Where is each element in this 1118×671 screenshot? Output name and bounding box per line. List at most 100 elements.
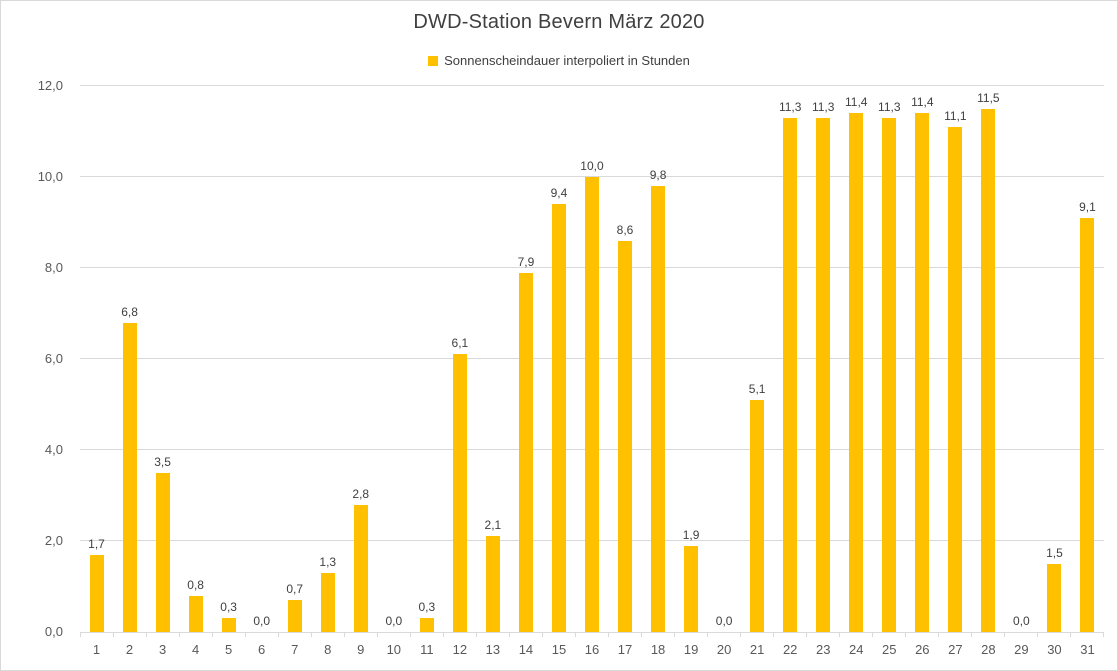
chart-title: DWD-Station Bevern März 2020 bbox=[413, 11, 705, 33]
bar-value-label: 11,4 bbox=[911, 95, 934, 110]
bar-slot: 1,9 bbox=[675, 86, 708, 632]
x-tick-label: 27 bbox=[948, 642, 963, 657]
x-tick-label: 12 bbox=[452, 642, 468, 657]
bar-value-label: 6,8 bbox=[121, 304, 138, 319]
bar-value-label: 9,1 bbox=[1079, 199, 1096, 214]
x-tick-label: 23 bbox=[815, 642, 831, 657]
bar bbox=[948, 126, 963, 632]
bar-value-label: 11,4 bbox=[845, 95, 868, 110]
bar-value-label: 3,5 bbox=[154, 454, 171, 469]
bars: 1,7 6,8 3,5 0,8 0,3 0,0 0,7 1,3 2,8 0,0 0,3 6,1 2,1 7… bbox=[80, 86, 1104, 632]
axis-tick bbox=[972, 633, 1005, 637]
x-tick-label: 26 bbox=[915, 642, 930, 657]
bar-slot: 11,1 bbox=[939, 86, 972, 632]
bar-slot: 9,1 bbox=[1071, 86, 1104, 632]
bar bbox=[849, 113, 864, 632]
legend-swatch-icon bbox=[428, 55, 439, 66]
x-tick-label: 18 bbox=[650, 642, 666, 657]
x-tick-label: 5 bbox=[225, 642, 233, 657]
bar-slot: 1,5 bbox=[1038, 86, 1071, 632]
x-tick-label: 21 bbox=[749, 642, 765, 657]
bar bbox=[783, 117, 798, 632]
bar-value-label: 9,8 bbox=[649, 168, 667, 183]
axis-tick bbox=[180, 633, 213, 637]
x-tick-label: 14 bbox=[518, 642, 534, 657]
axis-tick bbox=[213, 633, 246, 637]
axis-tick bbox=[807, 633, 840, 637]
bar bbox=[518, 272, 533, 632]
x-tick-label: 8 bbox=[324, 642, 332, 657]
bar-slot: 0,3 bbox=[212, 86, 245, 632]
axis-tick bbox=[939, 633, 972, 637]
axis-tick bbox=[80, 633, 114, 637]
x-ticks bbox=[80, 633, 1104, 637]
bar-slot: 10,0 bbox=[575, 86, 608, 632]
bar-slot: 1,3 bbox=[311, 86, 344, 632]
bar-slot: 5,1 bbox=[741, 86, 774, 632]
axis-tick bbox=[774, 633, 807, 637]
bar-slot: 8,6 bbox=[609, 86, 642, 632]
bar-slot: 6,8 bbox=[113, 86, 146, 632]
bar-value-label: 7,9 bbox=[517, 254, 535, 269]
bar-value-label: 11,1 bbox=[944, 108, 967, 123]
y-axis: 0,0 2,0 4,0 6,0 8,0 10,0 12,0 bbox=[1, 78, 63, 639]
bar bbox=[122, 322, 137, 632]
x-tick-label: 19 bbox=[683, 642, 699, 657]
bar-value-label: 1,5 bbox=[1046, 545, 1063, 560]
x-tick-label: 10 bbox=[386, 642, 402, 657]
bar-slot: 11,4 bbox=[906, 86, 939, 632]
axis-tick bbox=[675, 633, 708, 637]
x-tick-label: 17 bbox=[617, 642, 633, 657]
x-tick-label: 4 bbox=[191, 642, 200, 657]
bar-slot: 11,4 bbox=[840, 86, 873, 632]
bar-slot: 0,8 bbox=[179, 86, 212, 632]
gridline bbox=[80, 85, 1104, 86]
axis-tick bbox=[840, 633, 873, 637]
bar-value-label: 0,3 bbox=[220, 600, 237, 615]
bar-slot: 1,7 bbox=[80, 86, 113, 632]
y-tick-label: 10,0 bbox=[37, 169, 63, 184]
bar-slot: 2,1 bbox=[476, 86, 509, 632]
bar bbox=[221, 618, 236, 632]
axis-tick bbox=[147, 633, 180, 637]
x-axis: 1 2 3 4 5 6 7 8 9 10 11 12 13 14 15 16 17 18 19 20 21 22 23 24 2… bbox=[80, 642, 1104, 657]
bar-value-label: 9,4 bbox=[550, 186, 568, 201]
bar-value-label: 6,1 bbox=[451, 336, 469, 351]
bar-slot: 11,3 bbox=[774, 86, 807, 632]
bar-value-label: 0,0 bbox=[385, 614, 403, 628]
legend-label: Sonnenscheindauer interpoliert in Stunde… bbox=[444, 53, 690, 68]
plot-area: 1,7 6,8 3,5 0,8 0,3 0,0 0,7 1,3 2,8 0,0 0,3 6,1 2,1 7… bbox=[80, 85, 1104, 633]
y-tick-label: 6,0 bbox=[44, 351, 63, 366]
bar-value-label: 11,5 bbox=[977, 90, 1000, 105]
x-tick-label: 15 bbox=[551, 642, 567, 657]
axis-tick bbox=[477, 633, 510, 637]
x-tick-label: 13 bbox=[485, 642, 501, 657]
axis-tick bbox=[576, 633, 609, 637]
axis-tick bbox=[609, 633, 642, 637]
bar bbox=[155, 472, 170, 632]
bar-value-label: 0,7 bbox=[286, 582, 304, 597]
bar-value-label: 1,9 bbox=[682, 527, 700, 542]
bar-value-label: 11,3 bbox=[778, 99, 802, 114]
bar-slot: 0,0 bbox=[708, 86, 741, 632]
bar bbox=[882, 117, 897, 632]
gridline bbox=[80, 176, 1104, 177]
bar-slot: 7,9 bbox=[509, 86, 542, 632]
axis-tick bbox=[873, 633, 906, 637]
bar bbox=[816, 117, 831, 632]
bar-value-label: 1,7 bbox=[88, 536, 105, 551]
bar bbox=[320, 572, 335, 632]
bar-slot: 6,1 bbox=[443, 86, 476, 632]
x-tick-label: 16 bbox=[584, 642, 600, 657]
bar bbox=[1080, 217, 1095, 632]
bar-value-label: 0,0 bbox=[1013, 614, 1030, 628]
x-tick-label: 20 bbox=[716, 642, 732, 657]
bar-value-label: 11,3 bbox=[811, 99, 835, 114]
bar bbox=[1047, 563, 1062, 632]
axis-tick bbox=[411, 633, 444, 637]
x-tick-label: 24 bbox=[849, 642, 864, 657]
bar-value-label: 10,0 bbox=[580, 159, 604, 173]
x-tick-label: 9 bbox=[357, 642, 365, 657]
bar bbox=[419, 618, 434, 632]
